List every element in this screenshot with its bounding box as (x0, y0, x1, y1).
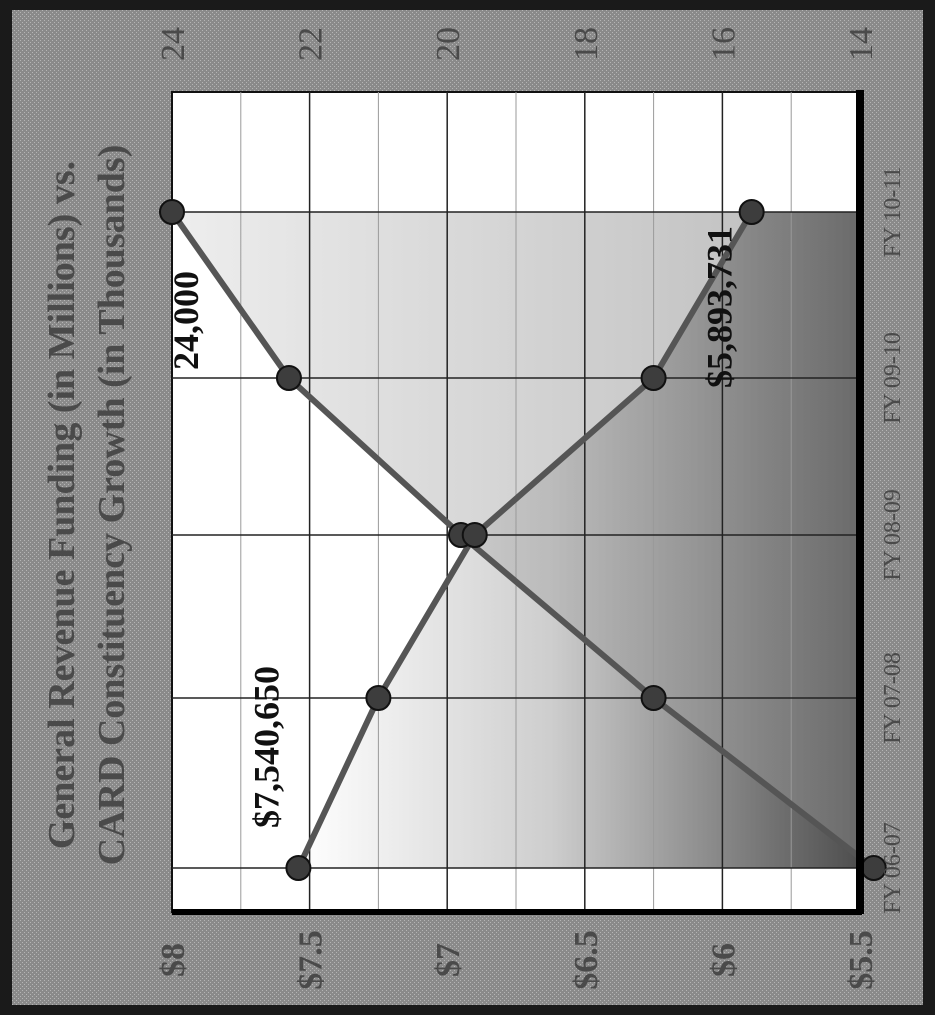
left-axis-tick-label: $6 (705, 943, 742, 977)
left-axis-tick-label: $7.5 (293, 930, 330, 990)
right-axis-tick-label: 22 (293, 27, 330, 61)
funding-point (365, 685, 392, 711)
left-axis-tick-label: $8 (155, 943, 192, 977)
right-axis-tick-label: 24 (155, 27, 192, 61)
funding-last-data-label: $5,893,731 (700, 226, 740, 388)
category-label: FY 07-08 (880, 652, 906, 744)
category-label: FY 08-09 (880, 489, 906, 581)
funding-point (738, 199, 765, 225)
chart-title-line-2: CARD Constituency Growth (in Thousands) (91, 145, 133, 866)
right-axis-tick-label: 20 (430, 27, 467, 61)
left-axis-tick-label: $7 (430, 943, 467, 977)
constituency-last-data-label: 24,000 (166, 271, 206, 370)
left-axis-tick-label: $5.5 (843, 930, 880, 990)
funding-first-data-label: $7,540,650 (246, 666, 286, 828)
right-axis-tick-label: 18 (568, 27, 605, 61)
constituency-point (275, 365, 302, 391)
funding-point (461, 522, 488, 548)
category-label: FY 06-07 (880, 822, 906, 914)
chart-title-line-1: General Revenue Funding (in Millions) vs… (41, 161, 83, 849)
left-axis-tick-label: $6.5 (568, 930, 605, 990)
constituency-point (640, 685, 667, 711)
category-label: FY 09-10 (880, 332, 906, 424)
right-axis-tick-label: 16 (705, 27, 742, 61)
category-label: FY 10-11 (880, 167, 906, 258)
funding-point (640, 365, 667, 391)
funding-point (285, 855, 312, 881)
constituency-area (172, 212, 874, 868)
right-axis-tick-label: 14 (843, 27, 880, 61)
constituency-point (159, 199, 185, 225)
